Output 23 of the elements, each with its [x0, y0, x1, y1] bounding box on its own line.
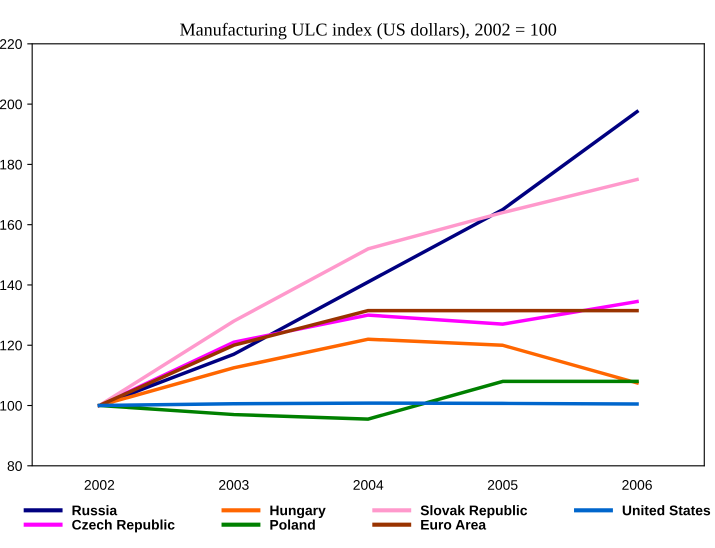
- y-tick-label: 160: [0, 220, 22, 230]
- x-tick-label: 2003: [219, 480, 249, 490]
- line-series: [98, 380, 639, 421]
- y-tick-label: 100: [0, 400, 22, 411]
- legend-label: Hungary: [270, 506, 326, 518]
- x-tick-label: 2002: [84, 480, 114, 490]
- y-tick-label: 200: [0, 99, 22, 110]
- x-tick-label: 2006: [622, 480, 652, 490]
- legend-label: Czech Republic: [72, 519, 175, 532]
- legend-label: Euro Area: [421, 520, 486, 530]
- y-tick-label: 140: [0, 280, 22, 290]
- legend-label: Slovak Republic: [420, 505, 528, 518]
- legend-label: Russia: [72, 505, 118, 516]
- y-tick-label: 80: [8, 461, 22, 471]
- line-series: [98, 178, 639, 408]
- y-tick-label: 220: [0, 39, 22, 50]
- x-tick-label: 2005: [488, 480, 518, 490]
- y-tick-label: 180: [0, 160, 22, 170]
- y-tick-label: 120: [0, 340, 22, 350]
- legend-label: United States: [622, 505, 710, 516]
- chart-title: Manufacturing ULC index (US dollars), 2002 = 100: [180, 22, 556, 40]
- legend-label: Poland: [270, 520, 315, 530]
- x-tick-label: 2004: [353, 480, 384, 490]
